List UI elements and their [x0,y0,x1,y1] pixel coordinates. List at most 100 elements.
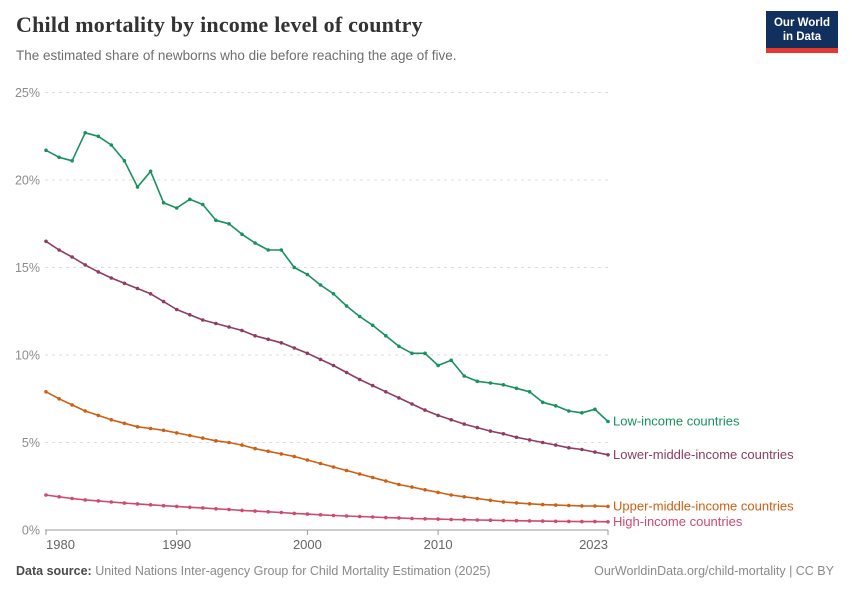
data-point[interactable] [253,446,257,451]
data-point[interactable] [279,341,284,345]
series-end-label[interactable]: Lower-middle-income countries [613,447,794,462]
data-point[interactable] [266,510,271,514]
series-end-label[interactable]: Upper-middle-income countries [613,498,794,513]
data-point[interactable] [462,495,467,499]
data-point[interactable] [580,519,584,524]
data-point[interactable] [253,334,257,338]
data-point[interactable] [580,447,584,452]
data-point[interactable] [449,358,454,363]
data-point[interactable] [214,321,218,326]
data-point[interactable] [436,363,440,368]
data-point[interactable] [384,390,388,394]
data-point[interactable] [214,507,218,511]
data-point[interactable] [279,452,284,456]
data-point[interactable] [292,265,297,270]
data-point[interactable] [606,453,610,457]
data-point[interactable] [527,438,532,442]
data-point[interactable] [305,351,310,356]
data-point[interactable] [488,518,493,522]
data-point[interactable] [174,206,179,210]
series-line[interactable] [45,132,609,423]
data-point[interactable] [292,454,297,459]
data-point[interactable] [253,509,257,513]
data-point[interactable] [527,502,532,506]
data-point[interactable] [514,518,519,523]
series-end-label[interactable]: High-income countries [613,514,743,529]
data-point[interactable] [567,409,571,413]
data-point[interactable] [135,425,140,429]
data-point[interactable] [83,498,87,502]
data-point[interactable] [148,292,153,296]
data-point[interactable] [70,255,74,259]
data-point[interactable] [227,507,231,512]
data-point[interactable] [109,143,114,147]
data-point[interactable] [318,357,323,362]
data-point[interactable] [436,413,440,418]
data-point[interactable] [423,517,427,521]
data-point[interactable] [606,419,610,424]
data-point[interactable] [174,307,179,312]
data-point[interactable] [44,148,48,153]
series-upper-middle-income-countries[interactable]: Upper-middle-income countries [44,390,794,513]
data-point[interactable] [540,519,545,523]
data-point[interactable] [593,407,597,412]
data-point[interactable] [488,429,493,433]
data-point[interactable] [344,370,349,375]
data-point[interactable] [214,439,218,443]
data-point[interactable] [540,400,545,405]
data-point[interactable] [201,202,205,207]
data-point[interactable] [305,272,310,277]
data-point[interactable] [344,304,349,308]
data-point[interactable] [449,418,454,422]
data-point[interactable] [44,493,48,497]
data-point[interactable] [357,377,362,382]
data-point[interactable] [318,283,323,287]
data-point[interactable] [410,516,414,521]
data-point[interactable] [201,318,205,322]
data-point[interactable] [370,323,375,328]
data-point[interactable] [606,520,610,524]
data-point[interactable] [593,504,597,508]
data-point[interactable] [305,512,310,516]
data-point[interactable] [397,344,401,349]
data-point[interactable] [57,248,61,252]
data-point[interactable] [109,418,114,422]
data-point[interactable] [553,503,558,507]
data-point[interactable] [292,511,297,516]
data-point[interactable] [410,402,414,406]
data-point[interactable] [174,431,179,435]
data-point[interactable] [266,449,271,454]
data-point[interactable] [240,232,244,237]
data-point[interactable] [161,428,166,433]
data-point[interactable] [201,436,205,440]
data-point[interactable] [70,159,74,163]
data-point[interactable] [148,426,153,431]
series-high-income-countries[interactable]: High-income countries [44,493,743,529]
data-point[interactable] [397,396,401,400]
data-point[interactable] [514,435,519,440]
data-point[interactable] [161,299,166,304]
data-point[interactable] [188,313,192,317]
data-point[interactable] [331,363,336,368]
data-point[interactable] [488,498,493,503]
data-point[interactable] [188,433,192,438]
series-line[interactable] [45,494,609,523]
data-point[interactable] [344,514,349,518]
data-point[interactable] [57,155,61,160]
data-point[interactable] [553,443,558,447]
data-point[interactable] [83,131,87,135]
data-point[interactable] [384,515,388,520]
data-point[interactable] [201,506,205,510]
data-point[interactable] [83,409,87,413]
data-point[interactable] [449,517,454,522]
data-point[interactable] [122,421,127,426]
data-point[interactable] [514,386,519,391]
data-point[interactable] [384,334,388,338]
data-point[interactable] [606,504,610,509]
data-point[interactable] [423,351,427,356]
data-point[interactable] [135,502,140,506]
data-point[interactable] [318,513,323,517]
data-point[interactable] [593,450,597,454]
data-point[interactable] [567,446,571,450]
data-point[interactable] [580,411,584,415]
